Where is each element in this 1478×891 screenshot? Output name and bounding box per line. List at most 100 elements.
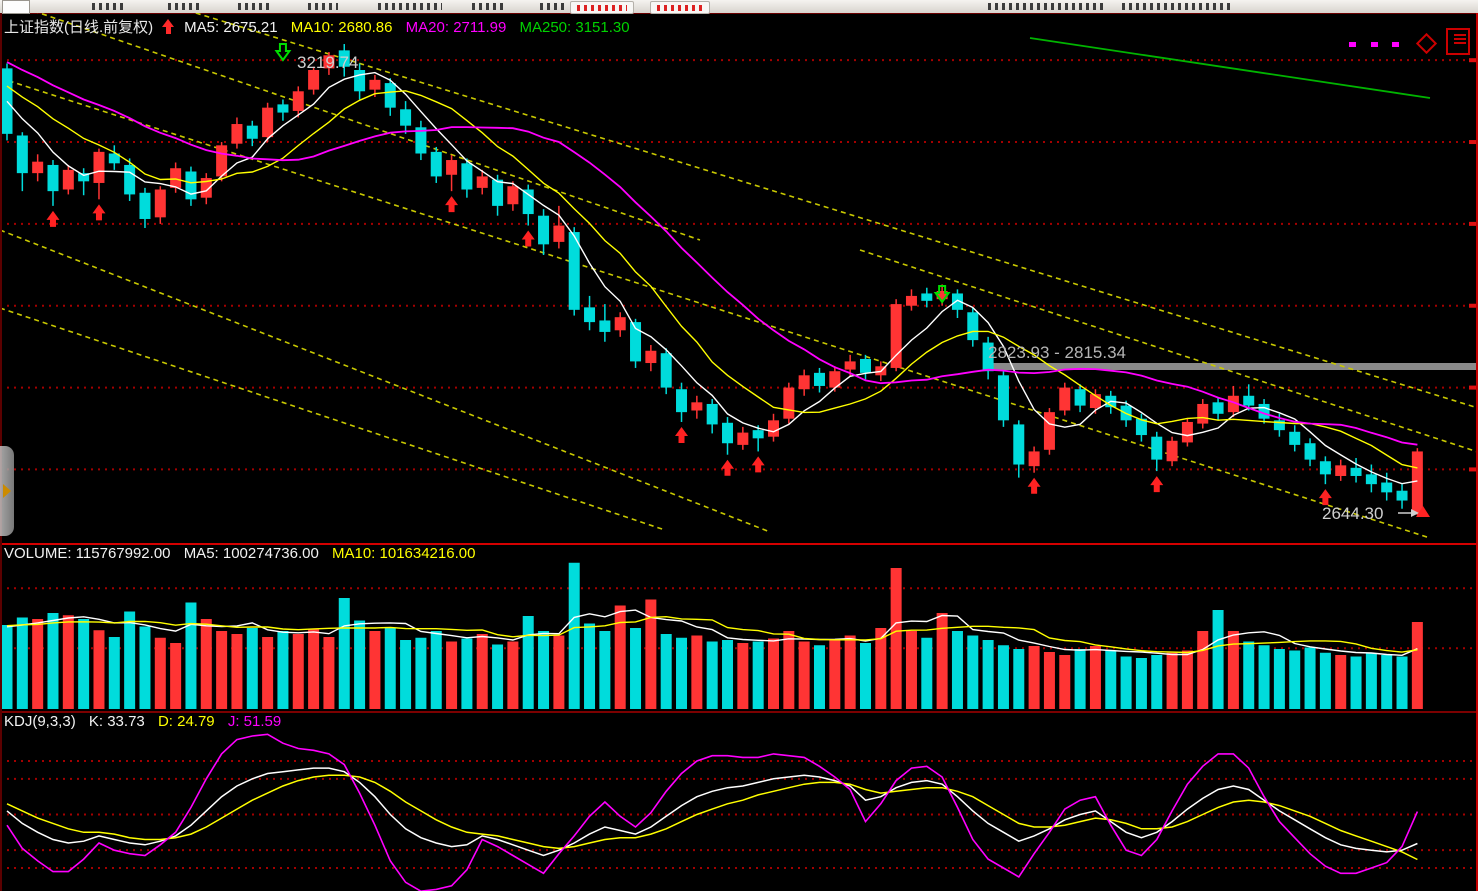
kdj-panel[interactable]: KDJ(9,3,3) K: 33.73 D: 24.79 J: 51.59: [0, 713, 1478, 891]
volume-bar: [645, 599, 657, 709]
range-band-label: 2823.93 - 2815.34: [988, 343, 1126, 362]
volume-bar: [1289, 650, 1301, 709]
candle-body: [200, 178, 212, 198]
candle-body: [262, 107, 274, 138]
candle-body: [384, 83, 396, 108]
candle-body: [62, 169, 74, 190]
candle-body: [752, 430, 764, 439]
volume-bar: [369, 631, 381, 709]
menu-item-fragment[interactable]: [472, 3, 506, 10]
candle-body: [231, 124, 243, 144]
volume-bar: [1181, 650, 1193, 709]
volume-bar: [1212, 610, 1224, 709]
trendline: [193, 13, 1478, 409]
candle-body: [905, 295, 917, 306]
panel-divider[interactable]: [0, 711, 1478, 713]
volume-bar: [47, 613, 59, 709]
candle-body: [185, 171, 197, 200]
main-chart-panel[interactable]: 上证指数(日线.前复权) MA5: 2675.21 MA10: 2680.86 M…: [0, 13, 1478, 543]
volume-bar: [722, 640, 734, 709]
volume-chart[interactable]: [0, 545, 1478, 711]
menu-item-fragment[interactable]: [308, 3, 338, 10]
panel-divider[interactable]: [0, 543, 1478, 545]
low-marker-triangle: [1416, 506, 1430, 517]
candle-body: [1258, 403, 1270, 419]
trendline: [37, 13, 701, 241]
app-icon[interactable]: [2, 0, 30, 14]
candle-body: [369, 79, 381, 90]
lined-window-icon[interactable]: [1446, 28, 1470, 55]
candle-body: [798, 375, 810, 390]
candle-body: [338, 50, 350, 67]
candle-body: [461, 163, 473, 190]
menu-item-fragment[interactable]: [540, 3, 566, 10]
volume-bar: [1258, 645, 1270, 709]
ma250-value: MA250: 3151.30: [519, 19, 630, 36]
more-dot-icon[interactable]: [1392, 42, 1400, 47]
more-dot-icon[interactable]: [1349, 42, 1357, 47]
candle-body: [890, 304, 902, 368]
volume-bar: [108, 637, 120, 709]
candle-body: [722, 422, 734, 444]
candle-body: [507, 186, 519, 205]
candle-body: [430, 151, 442, 177]
toolbar-red-button[interactable]: [650, 1, 710, 14]
volume-bar: [630, 628, 642, 709]
candle-body: [277, 104, 289, 113]
volume-bar: [200, 619, 212, 709]
volume-bar: [706, 641, 718, 709]
candlestick-chart[interactable]: 3219.74 2823.93 - 2815.34 2644.30: [0, 13, 1478, 543]
volume-bar: [783, 631, 795, 709]
sidebar-expand-handle[interactable]: [0, 446, 14, 536]
volume-bar: [844, 635, 856, 709]
volume-bar: [1166, 652, 1178, 709]
volume-bar: [78, 619, 90, 709]
menu-item-fragment[interactable]: [378, 3, 442, 10]
candle-body: [154, 189, 166, 218]
menu-item-fragment[interactable]: [238, 3, 272, 10]
candle-body: [676, 389, 688, 413]
toolbar-red-button[interactable]: [570, 1, 634, 14]
candle-body: [1013, 424, 1025, 465]
volume-bar: [676, 637, 688, 709]
candle-body: [691, 402, 703, 411]
volume-bar: [599, 631, 611, 709]
buy-signal-arrow: [46, 210, 60, 227]
volume-bar: [338, 598, 350, 709]
candle-body: [78, 173, 90, 182]
buy-signal-arrow: [751, 456, 765, 473]
volume-bar: [185, 602, 197, 709]
more-dot-icon[interactable]: [1370, 42, 1378, 47]
volume-bar: [1, 625, 13, 709]
volume-ma5-value: MA5: 100274736.00: [183, 545, 319, 562]
volume-bar: [798, 641, 810, 709]
volume-bar: [323, 637, 335, 709]
volume-header: VOLUME: 115767992.00 MA5: 100274736.00 M…: [4, 545, 484, 562]
candle-body: [737, 432, 749, 445]
menu-item-fragment[interactable]: [168, 3, 202, 10]
candle-body: [1151, 436, 1163, 460]
candle-body: [813, 372, 825, 386]
kdj-chart[interactable]: [0, 713, 1478, 891]
candle-body: [829, 371, 841, 388]
top-menu-toolbar[interactable]: [0, 0, 1478, 14]
volume-bar: [813, 645, 825, 709]
volume-bar: [461, 638, 473, 709]
candle-body: [1227, 395, 1239, 413]
candle-body: [492, 179, 504, 206]
volume-bar: [16, 617, 28, 709]
menu-item-fragment[interactable]: [92, 3, 126, 10]
volume-bar: [614, 605, 626, 709]
volume-bar: [1365, 653, 1377, 709]
candle-body: [1, 68, 13, 134]
candle-body: [967, 312, 979, 341]
candle-body: [645, 350, 657, 364]
volume-bar: [507, 641, 519, 709]
diamond-icon[interactable]: [1415, 32, 1437, 55]
volume-panel[interactable]: VOLUME: 115767992.00 MA5: 100274736.00 M…: [0, 545, 1478, 711]
volume-bar: [246, 628, 258, 709]
candle-body: [400, 109, 412, 126]
volume-bar: [492, 644, 504, 709]
volume-bar: [262, 637, 274, 709]
